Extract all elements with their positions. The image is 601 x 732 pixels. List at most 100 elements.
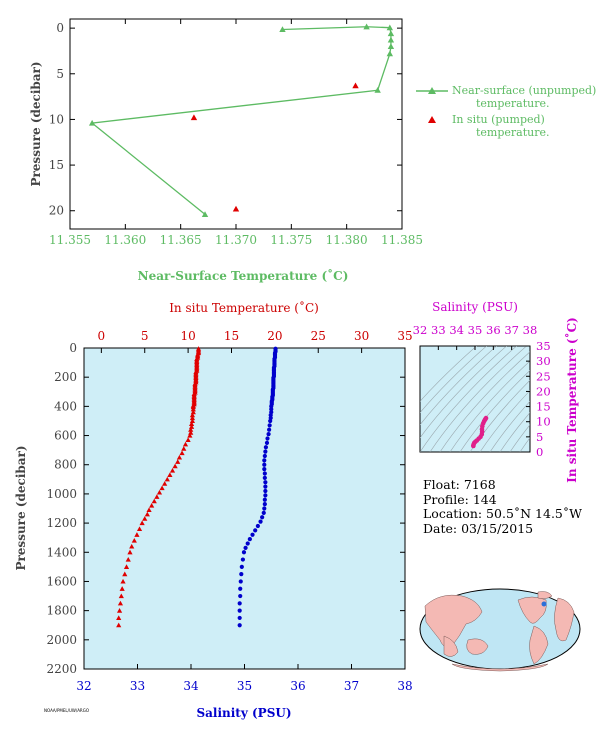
unpumped-point [363,23,370,30]
top-tick-label: 20 [267,329,282,343]
ts-y-tick-label: 30 [536,354,551,368]
temperature-point [118,593,124,599]
salinity-point [262,506,267,511]
pumped-point [232,205,240,212]
density-contour [420,346,477,402]
salinity-point [263,493,268,498]
ts-x-tick-label: 33 [431,323,446,337]
salinity-point [237,623,242,628]
landmass [537,591,553,599]
float-info: Float: 7168 Profile: 144 Location: 50.5˚… [423,477,582,536]
unpumped-point [387,30,395,37]
float-location: Location: 50.5˚N 14.5˚W [423,506,582,521]
ts-title: Salinity (PSU) [432,300,518,314]
temperature-point [117,600,124,606]
bottom-tick-label: 33 [130,679,145,693]
temperature-point [156,489,163,495]
temperature-point [188,430,194,435]
legend-label-pumped: In situ (pumped) [452,113,545,126]
y-tick-label: 15 [49,158,64,172]
y-tick-label: 5 [56,67,64,81]
top-tick-label: 25 [311,329,326,343]
density-contour [420,346,487,414]
temperature-point [139,520,145,526]
y-tick-label: 1600 [46,574,77,588]
ts-x-tick-label: 32 [413,323,428,337]
profile-marks [116,346,278,628]
temperature-point [175,459,181,464]
density-contour [479,390,530,452]
legend-symbol-unpumped [416,87,448,94]
salinity-point [265,436,270,441]
legend-label-unpumped-2: temperature. [476,97,550,110]
bottom-tick-label: 35 [237,679,252,693]
x-tick-label: 11.370 [215,233,257,247]
salinity-point [255,523,260,529]
density-contour [420,346,517,452]
salinity-point [262,453,267,459]
density-contour [449,360,530,452]
salinity-point [237,601,242,606]
ts-x-tick-label: 38 [523,323,538,337]
salinity-point [240,557,245,562]
temperature-point [120,578,126,584]
density-contour [519,437,530,452]
temperature-point [131,538,137,543]
bottom-tick-label: 37 [344,679,359,693]
salinity-point [263,488,268,494]
temperature-point [176,454,183,460]
temperature-point [142,516,148,521]
footer-note: NOAA/PMEL/UW/ARGO [44,708,89,713]
near-surface-axes: 11.355 11.360 11.365 11.370 11.375 11.380 11.3… [49,19,423,247]
landmass [466,638,489,655]
temperature-point [189,412,196,418]
temperature-point [134,532,140,537]
near-surface-marks [88,23,395,217]
temperature-point [144,511,150,517]
y-tick-label: 600 [54,429,77,443]
salinity-point [261,510,266,515]
temperature-point [154,494,160,499]
temperature-point [119,586,125,591]
temperature-point [185,437,191,443]
legend-label-pumped-2: temperature. [476,126,550,139]
y-tick-label: 0 [69,341,77,355]
y-tick-label: 1200 [46,516,77,530]
y-tick-label: 1400 [46,545,77,559]
temperature-point [179,450,185,456]
salinity-point [247,537,252,542]
y-tick-label: 1800 [46,604,77,618]
near-surface-plot-area [69,18,403,230]
temperature-point [182,441,189,447]
ts-plot-area [419,345,531,453]
temperature-point [136,526,143,532]
y-tick-label: 1000 [46,487,77,501]
x-tick-label: 11.355 [49,233,91,247]
landmass [424,594,483,648]
temperature-point [125,556,131,562]
ts-x-tick-label: 35 [468,323,483,337]
ts-y-tick-label: 0 [536,445,543,459]
salinity-point [263,449,268,454]
salinity-point [263,480,268,485]
pumped-point [190,114,198,121]
y-tick-label: 20 [49,204,64,218]
temperature-point [172,463,178,469]
y-tick-label: 2200 [46,662,77,676]
ts-x-tick-label: 34 [449,323,464,337]
salinity-point [266,431,271,437]
top-tick-label: 35 [397,329,412,343]
ts-point [471,443,476,449]
temperature-point [159,485,165,491]
top-tick-label: 30 [354,329,369,343]
density-contour [499,412,530,452]
salinity-point [262,502,267,507]
profile-y-axis-label: Pressure (decibar) [14,445,28,570]
salinity-point [269,404,274,409]
temperature-point [169,467,176,473]
density-contour [459,370,530,452]
temperature-point [151,498,157,504]
profile-chart: 0200400600800100012001400160018002000220… [14,300,413,720]
y-tick-label: 2000 [46,633,77,647]
